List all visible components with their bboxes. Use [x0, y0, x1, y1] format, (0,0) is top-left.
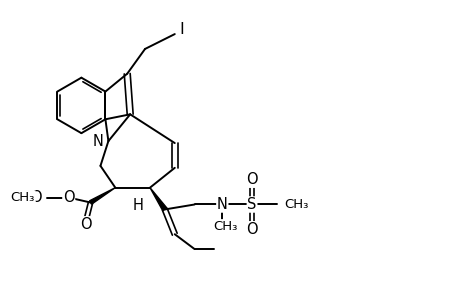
Text: I: I [179, 22, 184, 37]
Text: H: H [132, 198, 143, 213]
Text: CH₃: CH₃ [213, 220, 237, 233]
Text: O: O [246, 172, 257, 187]
Text: N: N [92, 134, 103, 148]
Text: O: O [30, 190, 42, 205]
Polygon shape [90, 188, 115, 204]
Text: CH₃: CH₃ [284, 198, 308, 211]
Text: O: O [246, 222, 257, 237]
Text: O: O [79, 217, 91, 232]
Text: S: S [247, 197, 256, 212]
Text: N: N [216, 197, 227, 212]
Text: O: O [63, 190, 74, 205]
Polygon shape [150, 188, 167, 211]
Text: CH₃: CH₃ [11, 191, 35, 204]
